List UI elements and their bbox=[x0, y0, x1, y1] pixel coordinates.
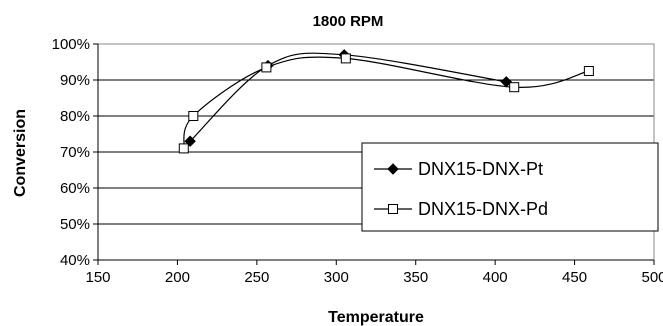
x-tick-label: 200 bbox=[165, 269, 190, 286]
series-line bbox=[189, 52, 507, 142]
y-tick-label: 40% bbox=[60, 252, 90, 269]
legend-label: DNX15-DNX-Pd bbox=[418, 199, 548, 219]
axes: 40% 50% 60% 70% 80% 90% 100% 150 200 250 300 350 400… bbox=[52, 36, 663, 286]
data-point bbox=[340, 53, 351, 64]
x-tick-label: 450 bbox=[562, 269, 587, 286]
x-tick-label: 300 bbox=[324, 269, 349, 286]
series-0 bbox=[184, 49, 512, 147]
data-point bbox=[509, 82, 520, 93]
y-tick-label: 80% bbox=[60, 108, 90, 125]
y-tick-label: 50% bbox=[60, 216, 90, 233]
legend: DNX15-DNX-Pt DNX15-DNX-Pd bbox=[361, 142, 659, 232]
data-point bbox=[188, 111, 199, 121]
legend-label: DNX15-DNX-Pt bbox=[418, 159, 543, 179]
legend-marker bbox=[387, 163, 399, 175]
x-tick-label: 150 bbox=[85, 269, 110, 286]
y-tick-label: 90% bbox=[60, 72, 90, 89]
series-layer bbox=[178, 49, 594, 154]
y-tick-label: 70% bbox=[60, 144, 90, 161]
y-tick-label: 60% bbox=[60, 180, 90, 197]
data-point bbox=[583, 66, 594, 76]
legend-box bbox=[361, 142, 659, 232]
legend-marker bbox=[388, 204, 398, 214]
x-tick-label: 250 bbox=[244, 269, 269, 286]
series-line bbox=[183, 56, 590, 149]
y-tick-label: 100% bbox=[52, 36, 90, 53]
x-tick-label: 500 bbox=[641, 269, 663, 286]
data-point bbox=[261, 62, 272, 73]
x-axis-title: Temperature bbox=[328, 309, 424, 326]
data-point bbox=[178, 143, 189, 154]
chart-title: 1800 RPM bbox=[313, 13, 384, 30]
series-1 bbox=[178, 53, 594, 154]
x-tick-label: 350 bbox=[403, 269, 428, 286]
x-tick-label: 400 bbox=[483, 269, 508, 286]
y-axis-title: Conversion bbox=[12, 109, 29, 197]
